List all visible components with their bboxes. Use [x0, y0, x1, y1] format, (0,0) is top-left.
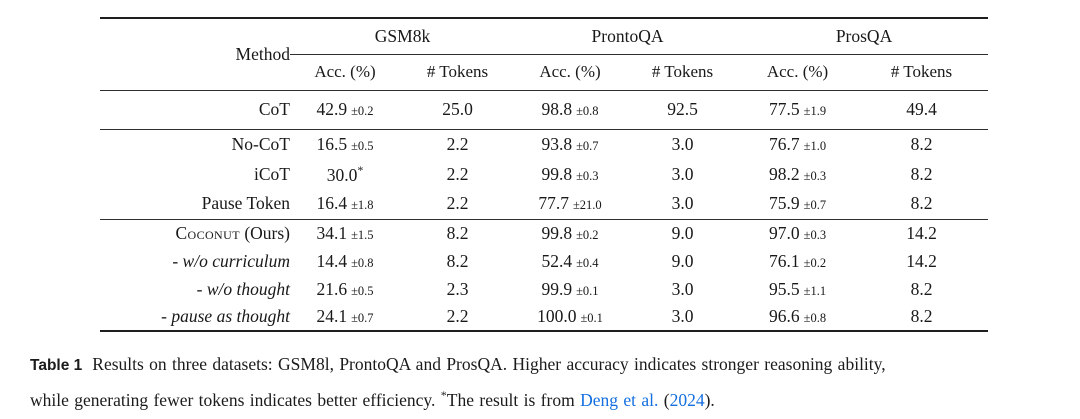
table-row-no-cot: No-CoT 16.5 ±0.5 2.2 93.8 ±0.7 3.0 76.7 ±1.… [100, 129, 988, 159]
table-cell: 3.0 [671, 278, 694, 299]
method-label: - w/o thought [196, 278, 290, 299]
method-label: Coconut (Ours) [175, 222, 290, 243]
table-cell: 75.9 ±0.7 [740, 189, 856, 220]
table-row-wo-thought: - w/o thought 21.6 ±0.5 2.3 99.9 ±0.1 3.0 … [100, 275, 988, 303]
table-cell: 92.5 [625, 90, 741, 130]
table-cell: 52.4 ±0.4 [541, 250, 599, 271]
subheader-acc-prontoqa: Acc. (%) [515, 54, 625, 91]
group-header-gsm8k: GSM8k [290, 18, 515, 55]
method-label: Pause Token [100, 189, 290, 220]
table-cell: 76.7 ±1.0 [768, 133, 827, 154]
table-row-wo-curriculum: - w/o curriculum 14.4 ±0.8 8.2 52.4 ±0.4 9… [100, 247, 988, 275]
citation-link-author[interactable]: Deng et al. [580, 389, 659, 410]
table-cell: 14.2 [906, 222, 937, 243]
table-cell: 99.9 ±0.1 [541, 278, 599, 299]
method-column-header: Method [100, 18, 290, 91]
table-cell: 24.1 ±0.7 [316, 306, 374, 326]
citation-link-year[interactable]: 2024 [669, 389, 705, 410]
table-cell: 97.0 ±0.3 [768, 222, 827, 243]
caption-line2: while generating fewer tokens indicates … [30, 389, 441, 410]
table-cell: 21.6 ±0.5 [316, 278, 374, 299]
table-cell: 2.2 [446, 163, 469, 184]
table-cell: 2.2 [400, 189, 515, 220]
subheader-tokens-gsm8k: # Tokens [400, 54, 515, 91]
group-header-prosqa: ProsQA [740, 18, 989, 55]
subheader-acc-gsm8k: Acc. (%) [290, 54, 400, 91]
table-cell: 30.0* [326, 162, 364, 185]
table-cell: 25.0 [400, 90, 515, 130]
table-cell: 8.2 [446, 222, 469, 243]
method-label: CoT [100, 90, 290, 130]
group-header-prontoqa: ProntoQA [515, 18, 741, 55]
method-label: - pause as thought [161, 306, 290, 326]
table-cell: 93.8 ±0.7 [541, 133, 599, 154]
table-cell: 2.2 [446, 133, 469, 154]
method-label: No-CoT [231, 133, 290, 154]
footnote-asterisk: * [357, 162, 364, 177]
subheader-acc-prosqa: Acc. (%) [740, 54, 856, 91]
table-row-pause-as-thought: - pause as thought 24.1 ±0.7 2.2 100.0 ±0.… [100, 303, 988, 331]
caption-tag: Table 1 [30, 357, 83, 374]
table-cell: 96.6 ±0.8 [768, 306, 827, 326]
table-cell: 9.0 [671, 222, 694, 243]
table-cell: 98.8 ±0.8 [515, 90, 625, 130]
table-cell: 98.2 ±0.3 [768, 163, 827, 184]
table-cell: 14.4 ±0.8 [316, 250, 374, 271]
table-cell: 77.7 ±21.0 [515, 189, 625, 220]
table-subheader-row: Acc. (%) # Tokens Acc. (%) # Tokens Acc.… [100, 54, 989, 91]
table-cell: 8.2 [910, 306, 933, 326]
table-cell: 8.2 [910, 133, 933, 154]
results-table-container: Method GSM8k ProntoQA ProsQA Acc. (%) # … [100, 17, 989, 332]
table-row-icot: iCoT 30.0* 2.2 99.8 ±0.3 3.0 98.2 ±0.3 8.2 [100, 159, 988, 189]
table-cell: 2.3 [446, 278, 469, 299]
table-cell: 9.0 [671, 250, 694, 271]
method-label: iCoT [254, 163, 290, 184]
table-cell: 100.0 ±0.1 [537, 306, 603, 326]
table-cell: 76.1 ±0.2 [768, 250, 827, 271]
table-cell: 3.0 [671, 306, 694, 326]
table-cell: 3.0 [625, 189, 741, 220]
table-caption: Table 1 Results on three datasets: GSM8l,… [30, 354, 886, 410]
table-cell: 16.4 ±1.8 [290, 189, 400, 220]
results-table: Method GSM8k ProntoQA ProsQA Acc. (%) # … [100, 17, 989, 332]
table-cell: 95.5 ±1.1 [768, 278, 827, 299]
table-row-cot: CoT 42.9 ±0.2 25.0 98.8 ±0.8 92.5 77.5 ±1.9… [100, 90, 989, 130]
caption-line1: Results on three datasets: GSM8l, Pronto… [92, 354, 886, 374]
table-row-pause-token: Pause Token 16.4 ±1.8 2.2 77.7 ±21.0 3.0 7… [100, 189, 989, 220]
table-cell: 8.2 [855, 189, 989, 220]
table-row-coconut: Coconut (Ours) 34.1 ±1.5 8.2 99.8 ±0.2 9.0… [100, 219, 988, 247]
table-cell: 77.5 ±1.9 [740, 90, 856, 130]
table-cell: 42.9 ±0.2 [290, 90, 400, 130]
table-cell: 49.4 [855, 90, 989, 130]
table-cell: 99.8 ±0.2 [541, 222, 599, 243]
table-cell: 99.8 ±0.3 [541, 163, 599, 184]
table-cell: 3.0 [671, 133, 694, 154]
table-cell: 16.5 ±0.5 [316, 133, 374, 154]
table-cell: 8.2 [446, 250, 469, 271]
method-label: - w/o curriculum [172, 250, 290, 271]
table-cell: 8.2 [910, 278, 933, 299]
table-cell: 34.1 ±1.5 [316, 222, 374, 243]
footnote-asterisk: * [440, 387, 447, 402]
table-cell: 14.2 [906, 250, 937, 271]
subheader-tokens-prosqa: # Tokens [855, 54, 989, 91]
table-cell: 3.0 [671, 163, 694, 184]
subheader-tokens-prontoqa: # Tokens [625, 54, 741, 91]
table-cell: 8.2 [910, 163, 933, 184]
table-group-header-row: Method GSM8k ProntoQA ProsQA [100, 18, 989, 91]
table-cell: 2.2 [446, 306, 469, 326]
